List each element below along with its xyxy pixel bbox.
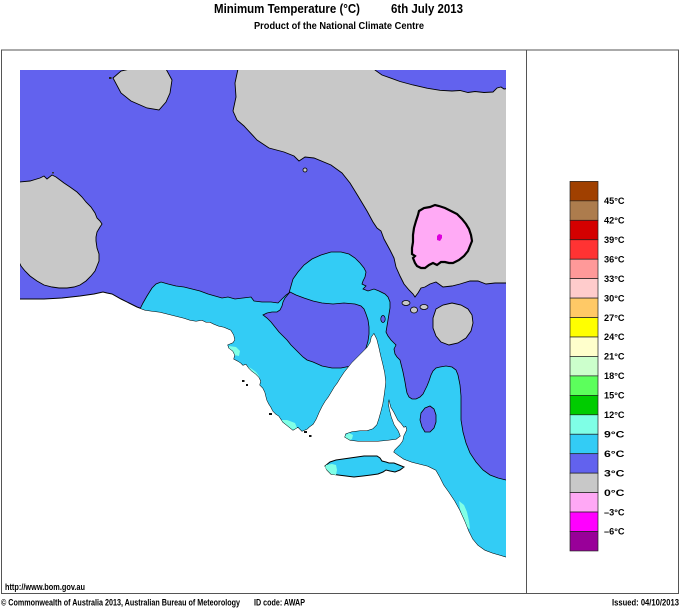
svg-text:–3°C: –3°C	[604, 507, 625, 517]
svg-text:45°C: 45°C	[604, 196, 625, 206]
svg-text:30°C: 30°C	[604, 293, 625, 303]
svg-text:6°C: 6°C	[604, 449, 625, 459]
svg-text:Minimum Temperature (°C): Minimum Temperature (°C)	[214, 2, 360, 16]
svg-text:24°C: 24°C	[604, 332, 625, 342]
svg-text:Issued: 04/10/2013: Issued: 04/10/2013	[612, 598, 679, 608]
svg-text:39°C: 39°C	[604, 235, 625, 245]
svg-text:15°C: 15°C	[604, 391, 625, 401]
svg-text:ID code: AWAP: ID code: AWAP	[254, 598, 305, 608]
svg-text:http://www.bom.gov.au: http://www.bom.gov.au	[5, 582, 85, 592]
svg-text:18°C: 18°C	[604, 371, 625, 381]
svg-text:–6°C: –6°C	[604, 527, 625, 537]
svg-text:36°C: 36°C	[604, 254, 625, 264]
svg-text:6th July 2013: 6th July 2013	[391, 2, 463, 16]
svg-text:33°C: 33°C	[604, 274, 625, 284]
svg-text:42°C: 42°C	[604, 216, 625, 226]
svg-text:12°C: 12°C	[604, 410, 625, 420]
svg-text:3°C: 3°C	[604, 468, 625, 478]
svg-text:21°C: 21°C	[604, 352, 625, 362]
svg-text:0°C: 0°C	[604, 488, 625, 498]
svg-text:9°C: 9°C	[604, 429, 625, 439]
svg-text:Product of the National Climat: Product of the National Climate Centre	[254, 20, 424, 32]
svg-text:27°C: 27°C	[604, 313, 625, 323]
svg-text:© Commonwealth of Australia 20: © Commonwealth of Australia 2013, Austra…	[1, 598, 240, 608]
